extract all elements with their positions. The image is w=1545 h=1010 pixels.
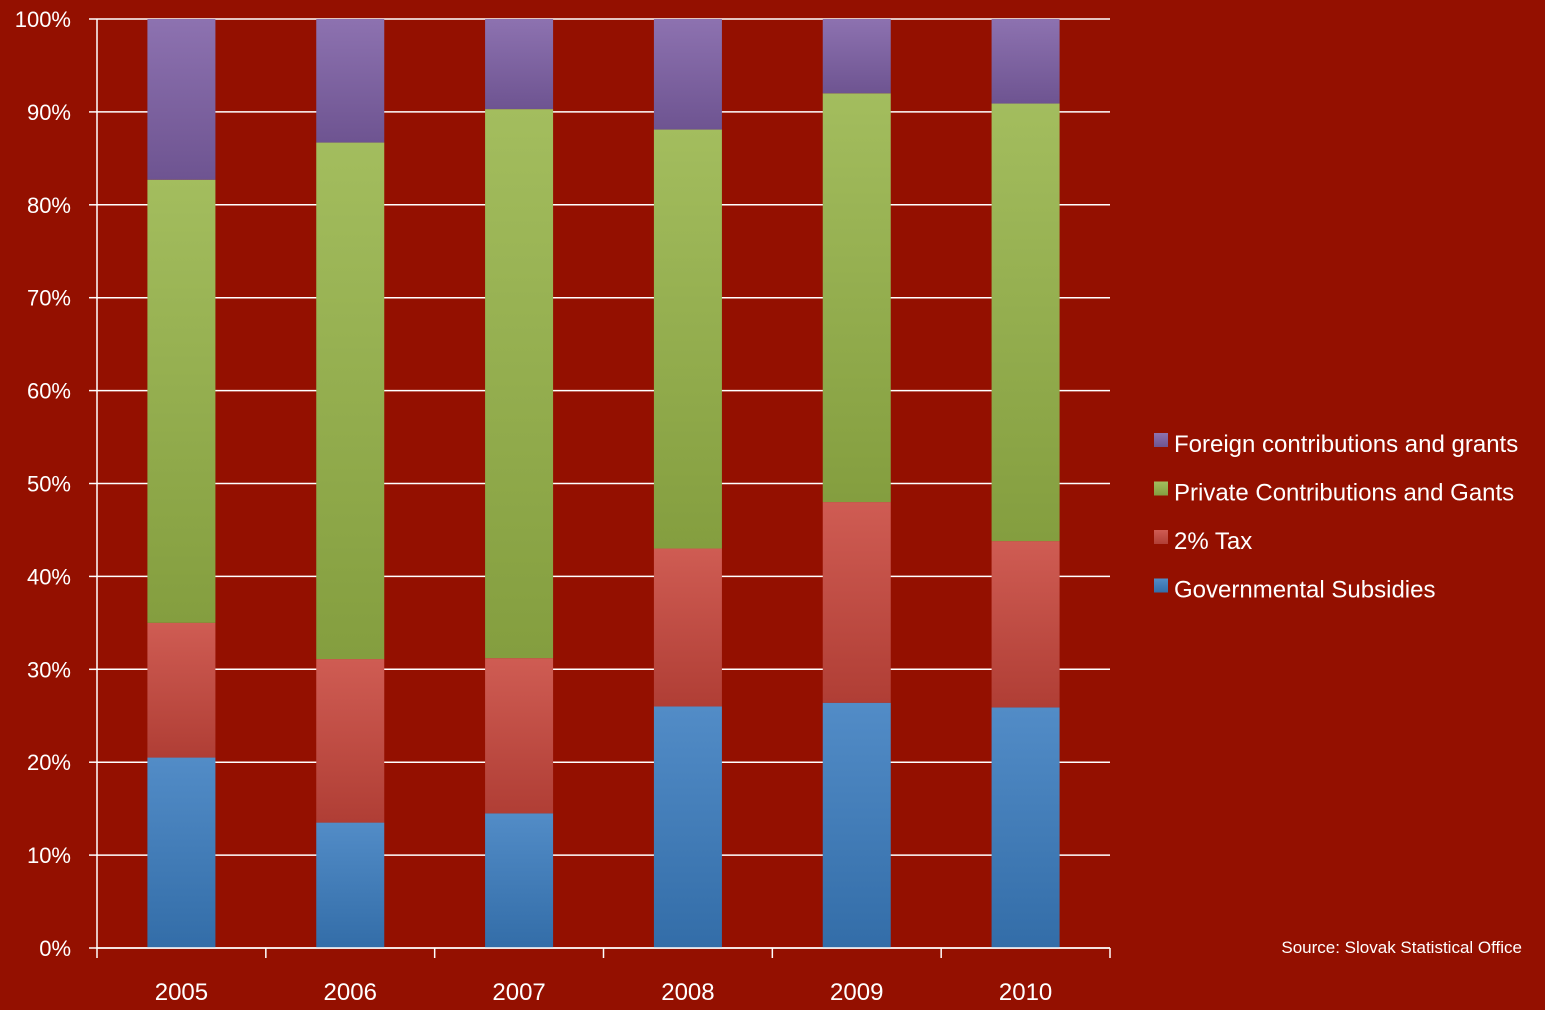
axes: 0% 10% 20% 30% 40% 50% 60% 70% 80% 90% 100% 2005 200… bbox=[15, 7, 1111, 1006]
x-tick-label: 2005 bbox=[155, 979, 208, 1005]
x-tick-label: 2010 bbox=[999, 979, 1052, 1005]
x-tick-label: 2008 bbox=[661, 979, 714, 1005]
y-tick-label: 20% bbox=[27, 750, 71, 775]
bar-2-tax-2005 bbox=[147, 622, 216, 758]
gridlines bbox=[97, 18, 1110, 949]
bar-foreign-contributions-and-grants-2006 bbox=[316, 19, 385, 143]
bar-private-contributions-and-gants-2006 bbox=[316, 142, 385, 660]
y-tick-label: 10% bbox=[27, 843, 71, 868]
legend-swatch-foreign-contributions-and-grants bbox=[1154, 433, 1168, 447]
bar-2-tax-2008 bbox=[653, 548, 722, 707]
y-tick-label: 40% bbox=[27, 564, 71, 589]
y-tick-label: 70% bbox=[27, 286, 71, 311]
y-tick-label: 60% bbox=[27, 379, 71, 404]
bar-governmental-subsidies-2010 bbox=[991, 707, 1060, 948]
bar-private-contributions-and-gants-2005 bbox=[147, 179, 216, 623]
bar-governmental-subsidies-2009 bbox=[822, 702, 891, 948]
legend-label-foreign-contributions-and-grants: Foreign contributions and grants bbox=[1174, 431, 1518, 458]
y-tick-label: 50% bbox=[27, 472, 71, 497]
bar-foreign-contributions-and-grants-2008 bbox=[653, 19, 722, 130]
bar-2-tax-2006 bbox=[316, 659, 385, 823]
y-tick-label: 90% bbox=[27, 100, 71, 125]
x-tick-label: 2007 bbox=[492, 979, 545, 1005]
legend-swatch-2-tax bbox=[1154, 530, 1168, 544]
y-tick-label: 30% bbox=[27, 657, 71, 682]
bar-foreign-contributions-and-grants-2005 bbox=[147, 19, 216, 180]
legend-swatch-private-contributions-and-gants bbox=[1154, 481, 1168, 496]
legend-label-governmental-subsidies: Governmental Subsidies bbox=[1174, 577, 1435, 604]
bar-foreign-contributions-and-grants-2009 bbox=[822, 19, 891, 94]
bar-private-contributions-and-gants-2008 bbox=[653, 129, 722, 549]
y-tick-label: 0% bbox=[39, 936, 71, 961]
bar-2-tax-2007 bbox=[485, 658, 554, 814]
x-tick-label: 2006 bbox=[324, 979, 377, 1005]
bar-private-contributions-and-gants-2010 bbox=[991, 103, 1060, 542]
bars bbox=[147, 19, 1060, 948]
bar-governmental-subsidies-2005 bbox=[147, 757, 216, 948]
bar-2-tax-2010 bbox=[991, 541, 1060, 708]
legend-label-2-tax: 2% Tax bbox=[1174, 528, 1252, 555]
bar-2-tax-2009 bbox=[822, 502, 891, 703]
legend: Foreign contributions and grants Private … bbox=[1154, 431, 1518, 604]
bar-governmental-subsidies-2006 bbox=[316, 822, 385, 948]
bar-governmental-subsidies-2007 bbox=[485, 813, 554, 948]
y-tick-label: 100% bbox=[15, 7, 71, 32]
source-note: Source: Slovak Statistical Office bbox=[1281, 938, 1522, 957]
bar-private-contributions-and-gants-2009 bbox=[822, 93, 891, 503]
legend-swatch-governmental-subsidies bbox=[1154, 578, 1168, 593]
x-tick-label: 2009 bbox=[830, 979, 883, 1005]
legend-label-private-contributions-and-gants: Private Contributions and Gants bbox=[1174, 480, 1514, 507]
bar-governmental-subsidies-2008 bbox=[653, 706, 722, 948]
bar-foreign-contributions-and-grants-2007 bbox=[485, 19, 554, 110]
bar-private-contributions-and-gants-2007 bbox=[485, 109, 554, 659]
bar-foreign-contributions-and-grants-2010 bbox=[991, 19, 1060, 104]
y-tick-label: 80% bbox=[27, 193, 71, 218]
